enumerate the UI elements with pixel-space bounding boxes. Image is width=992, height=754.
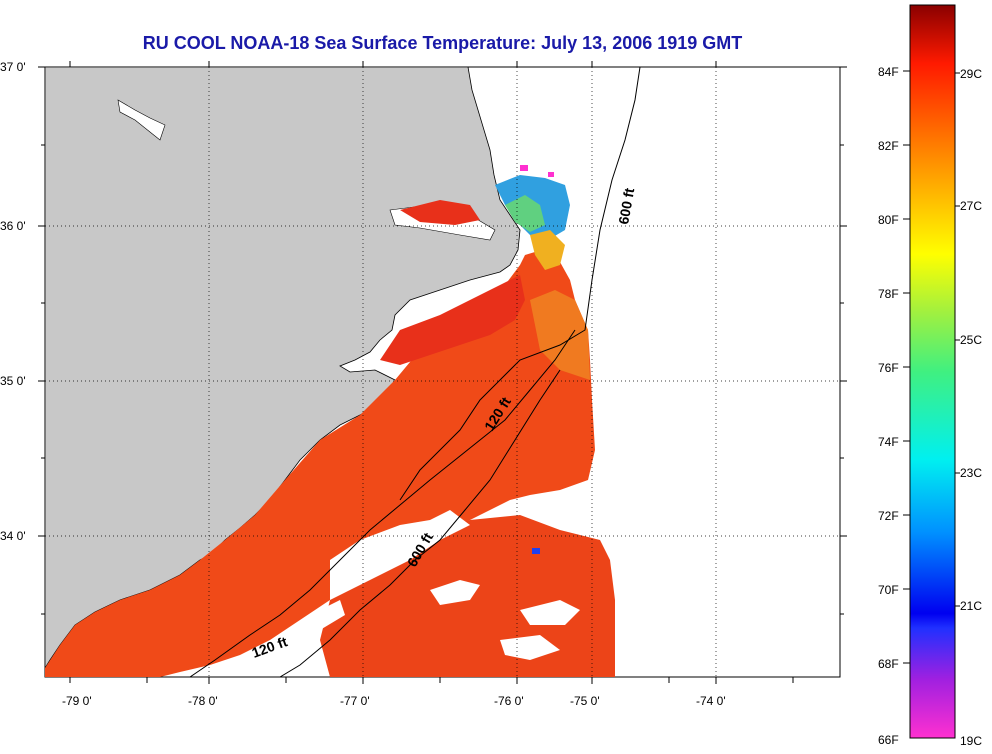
- sound-water: [117, 99, 166, 141]
- colorbar-f-label: 82F: [878, 139, 899, 153]
- colorbar-c-label: 21C: [960, 599, 982, 613]
- colorbar-f-label: 72F: [878, 509, 899, 523]
- lat-label: 35 0': [0, 374, 26, 388]
- cloud-gap: [260, 600, 345, 660]
- sst-warm-plume: [530, 230, 565, 270]
- cloud-gap: [500, 635, 560, 660]
- contour-600ft-south: [279, 369, 561, 677]
- colorbar-c-label: 19C: [960, 734, 982, 748]
- sst-shelf-band: [45, 248, 595, 677]
- lon-label: -74 0': [696, 694, 726, 708]
- contour-label: 600 ft: [615, 186, 637, 225]
- sst-sound-north: [400, 200, 480, 225]
- colorbar-f-label: 80F: [878, 213, 899, 227]
- sst-speck: [548, 172, 554, 177]
- sst-speck: [520, 165, 528, 171]
- frame-ticks: [38, 61, 847, 684]
- cloud-gap: [520, 600, 580, 625]
- colorbar-f-label: 84F: [878, 65, 899, 79]
- sst-sound: [380, 275, 525, 365]
- lon-label: -78 0': [188, 694, 218, 708]
- cloud-gap: [430, 580, 480, 605]
- lat-label: 37 0': [0, 60, 26, 74]
- lon-label: -75 0': [570, 694, 600, 708]
- lat-label: 36 0': [0, 219, 26, 233]
- lon-label: -76 0': [494, 694, 524, 708]
- sst-cold-plume-green: [505, 195, 545, 232]
- sst-outer-band: [530, 290, 590, 380]
- colorbar-ticks: [903, 70, 960, 664]
- colorbar-f-label: 70F: [878, 583, 899, 597]
- colorbar-f-label: 68F: [878, 657, 899, 671]
- colorbar-gradient: [909, 4, 956, 739]
- colorbar-f-label: 76F: [878, 361, 899, 375]
- lat-label: 34 0': [0, 529, 26, 543]
- colorbar-c-label: 27C: [960, 199, 982, 213]
- colorbar-f-label: 74F: [878, 435, 899, 449]
- colorbar-c-label: 23C: [960, 466, 982, 480]
- contour-120ft: [189, 329, 576, 677]
- grid-lines: [45, 67, 840, 677]
- chart-title: RU COOL NOAA-18 Sea Surface Temperature:…: [142, 33, 743, 53]
- lon-label: -77 0': [340, 694, 370, 708]
- lon-label: -79 0': [62, 694, 92, 708]
- colorbar-f-label: 66F: [878, 733, 899, 747]
- colorbar-f-label: 78F: [878, 287, 899, 301]
- colorbar-c-label: 25C: [960, 333, 982, 347]
- cloud-gap: [330, 510, 470, 600]
- contour-600ft-north: [399, 67, 641, 501]
- sst-speck: [532, 548, 540, 554]
- colorbar-c-label: 29C: [960, 67, 982, 81]
